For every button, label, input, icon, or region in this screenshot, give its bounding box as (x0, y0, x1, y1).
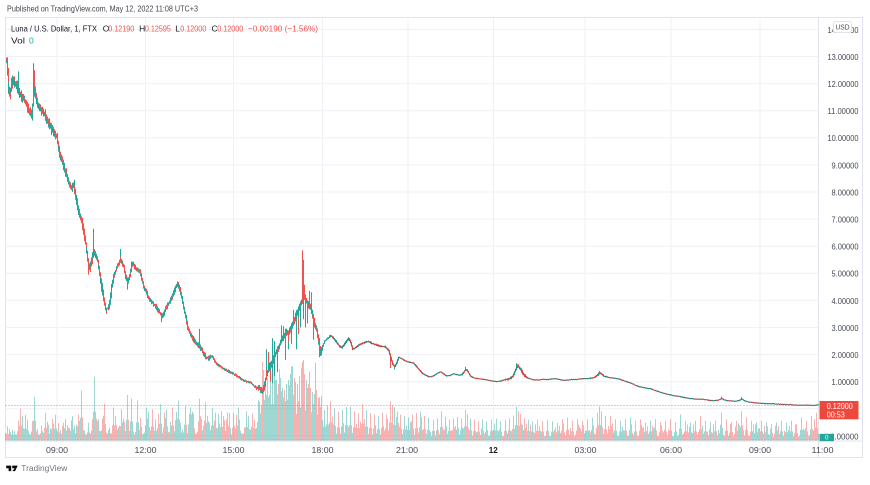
svg-text:O: O (103, 23, 110, 33)
svg-text:0: 0 (29, 35, 34, 45)
svg-text:11.00000: 11.00000 (828, 106, 859, 116)
svg-text:TradingView: TradingView (21, 464, 67, 473)
svg-text:09:00: 09:00 (749, 445, 771, 455)
svg-text:12:00: 12:00 (135, 445, 157, 455)
svg-text:12.00000: 12.00000 (828, 79, 859, 89)
svg-text:H: H (139, 23, 145, 33)
svg-text:−0.00190 (−1.56%): −0.00190 (−1.56%) (248, 23, 318, 33)
svg-text:3.00000: 3.00000 (832, 323, 859, 333)
svg-text:06:00: 06:00 (660, 445, 682, 455)
svg-text:13.00000: 13.00000 (828, 52, 859, 62)
svg-text:0.12595: 0.12595 (145, 23, 171, 33)
svg-text:12: 12 (489, 445, 498, 455)
svg-text:USD: USD (836, 23, 851, 32)
svg-text:11:00: 11:00 (812, 445, 834, 455)
svg-text:8.00000: 8.00000 (832, 187, 859, 197)
svg-text:00:53: 00:53 (827, 409, 845, 419)
svg-text:L: L (175, 23, 180, 33)
svg-text:15:00: 15:00 (223, 445, 245, 455)
svg-text:03:00: 03:00 (575, 445, 597, 455)
svg-text:0.12190: 0.12190 (108, 23, 134, 33)
svg-text:5.00000: 5.00000 (832, 269, 859, 279)
svg-text:2.00000: 2.00000 (832, 350, 859, 360)
svg-text:09:00: 09:00 (46, 445, 68, 455)
svg-text:0: 0 (825, 435, 829, 442)
svg-text:6.00000: 6.00000 (832, 242, 859, 252)
svg-text:Luna / U.S. Dollar, 1, FTX: Luna / U.S. Dollar, 1, FTX (11, 23, 97, 33)
svg-text:4.00000: 4.00000 (832, 296, 859, 306)
svg-text:18:00: 18:00 (312, 445, 334, 455)
svg-text:1.00000: 1.00000 (832, 377, 859, 387)
svg-text:Published on TradingView.com,: Published on TradingView.com, May 12, 20… (7, 5, 198, 14)
svg-text:Vol: Vol (11, 35, 25, 45)
svg-text:0.12000: 0.12000 (180, 23, 206, 33)
svg-text:21:00: 21:00 (396, 445, 418, 455)
svg-text:C: C (212, 23, 218, 33)
svg-text:0.12000: 0.12000 (827, 401, 853, 411)
svg-text:-1.00000: -1.00000 (828, 431, 859, 441)
svg-text:7.00000: 7.00000 (832, 215, 859, 225)
svg-text:10.00000: 10.00000 (828, 133, 859, 143)
svg-text:9.00000: 9.00000 (832, 160, 859, 170)
svg-text:0.12000: 0.12000 (217, 23, 243, 33)
